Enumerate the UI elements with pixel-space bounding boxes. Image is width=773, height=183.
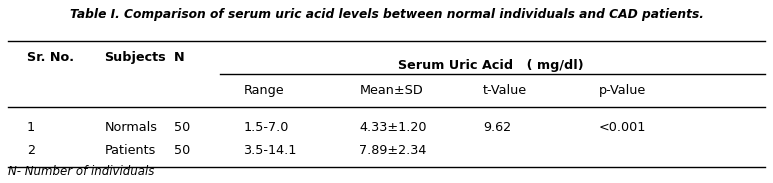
- Text: p-Value: p-Value: [599, 84, 646, 97]
- Text: Sr. No.: Sr. No.: [27, 51, 74, 64]
- Text: N: N: [174, 51, 185, 64]
- Text: Table I. Comparison of serum uric acid levels between normal individuals and CAD: Table I. Comparison of serum uric acid l…: [70, 8, 703, 21]
- Text: Subjects: Subjects: [104, 51, 166, 64]
- Text: 9.62: 9.62: [483, 121, 511, 134]
- Text: N- Number of individuals: N- Number of individuals: [8, 165, 154, 178]
- Text: 4.33±1.20: 4.33±1.20: [359, 121, 427, 134]
- Text: t-Value: t-Value: [483, 84, 527, 97]
- Text: <0.001: <0.001: [599, 121, 646, 134]
- Text: Range: Range: [243, 84, 284, 97]
- Text: Mean±SD: Mean±SD: [359, 84, 423, 97]
- Text: 7.89±2.34: 7.89±2.34: [359, 144, 427, 158]
- Text: 50: 50: [174, 121, 190, 134]
- Text: 3.5-14.1: 3.5-14.1: [243, 144, 297, 158]
- Text: 50: 50: [174, 144, 190, 158]
- Text: Serum Uric Acid   ( mg/dl): Serum Uric Acid ( mg/dl): [398, 59, 584, 72]
- Text: 2: 2: [27, 144, 35, 158]
- Text: 1.5-7.0: 1.5-7.0: [243, 121, 289, 134]
- Text: Normals: Normals: [104, 121, 158, 134]
- Text: Patients: Patients: [104, 144, 155, 158]
- Text: 1: 1: [27, 121, 36, 134]
